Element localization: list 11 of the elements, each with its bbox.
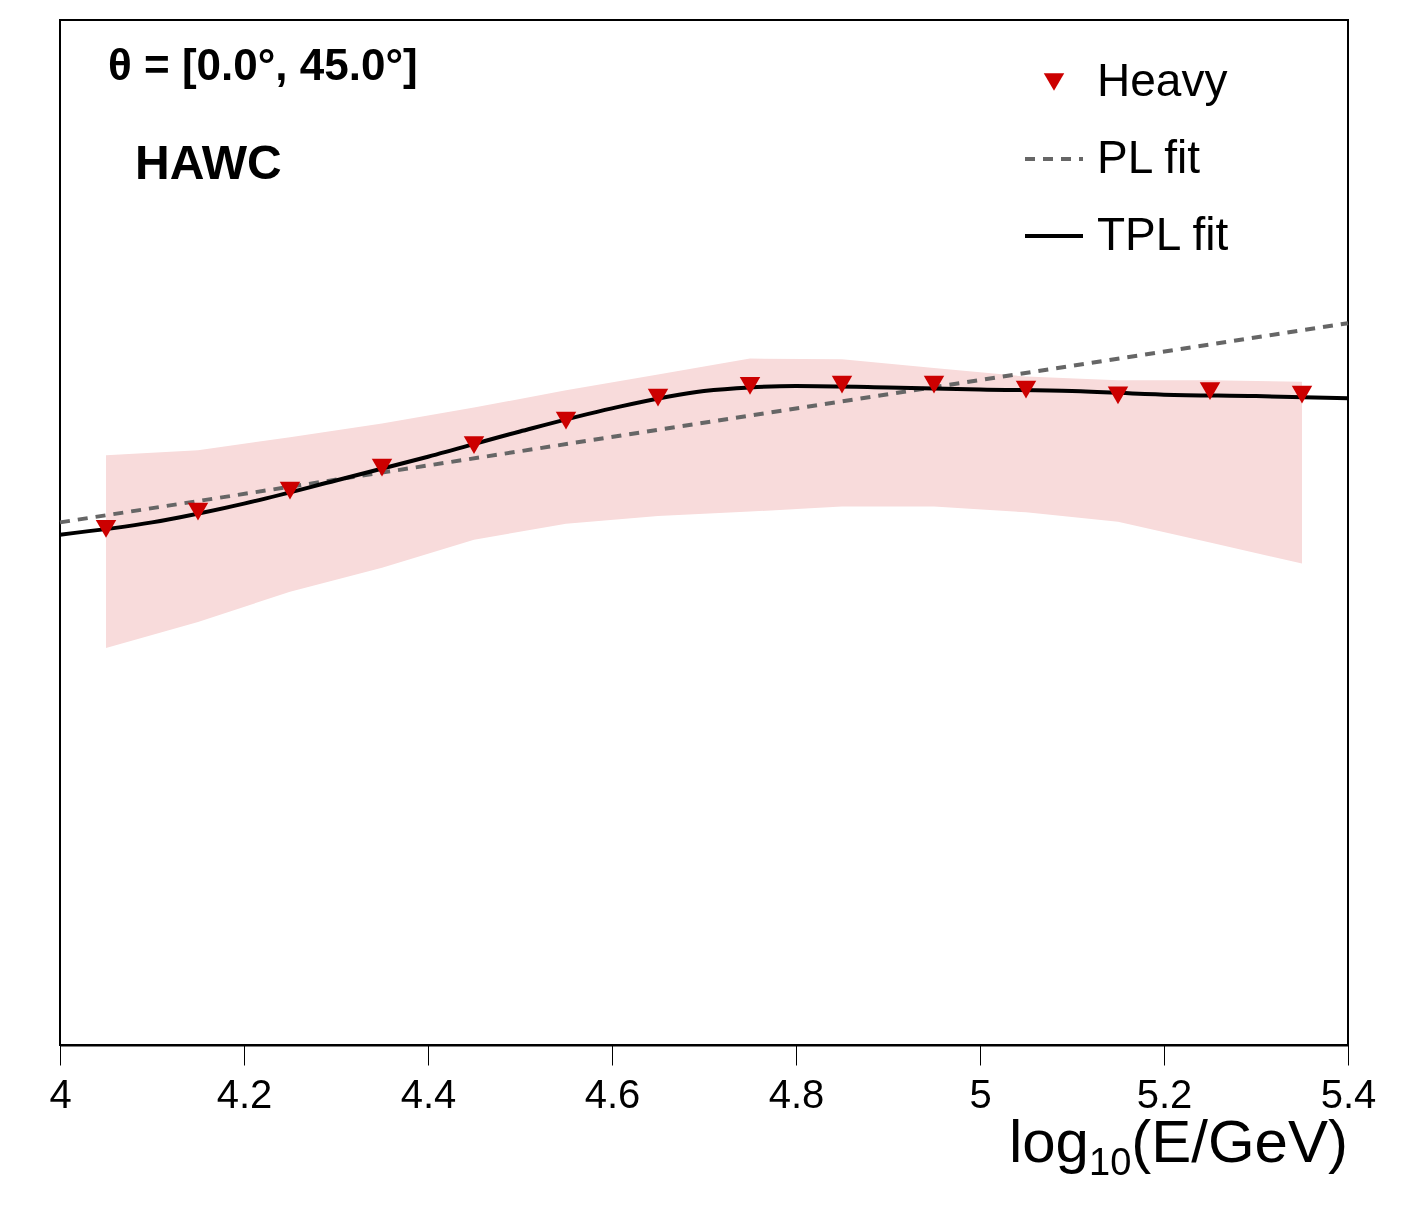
- text: θ = [0.0°, 45.0°]: [108, 40, 418, 89]
- legend-label: PL fit: [1097, 131, 1201, 183]
- x-tick-label: 4.4: [400, 1071, 457, 1116]
- x-tick-label: 4.6: [584, 1071, 641, 1116]
- x-tick-label: 4.8: [768, 1071, 825, 1116]
- legend-label: Heavy: [1097, 54, 1228, 106]
- x-tick-label: 4.2: [216, 1071, 273, 1116]
- text: HAWC: [135, 136, 282, 189]
- x-tick-label: 4: [49, 1071, 72, 1116]
- x-tick-label: 5: [969, 1071, 992, 1116]
- legend-label: TPL fit: [1097, 208, 1229, 260]
